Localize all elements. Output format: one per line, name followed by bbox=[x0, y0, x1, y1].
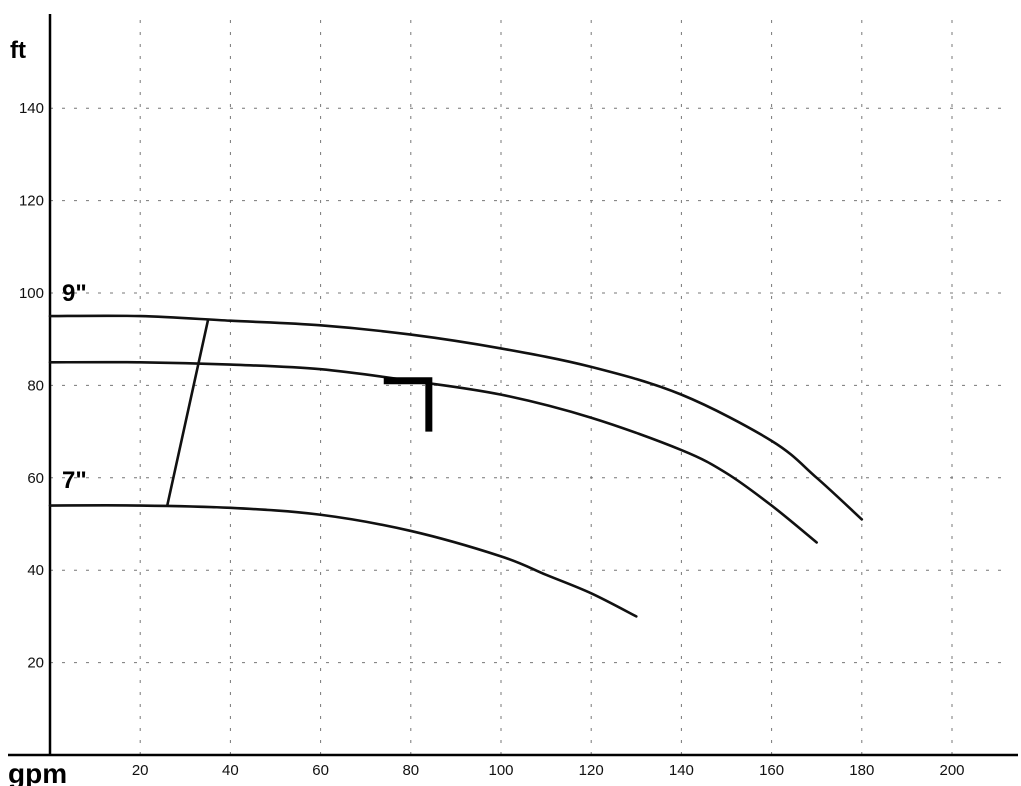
y-tick-label-20: 20 bbox=[27, 655, 44, 672]
x-axis-title: gpm bbox=[8, 758, 67, 786]
x-tick-label-140: 140 bbox=[669, 762, 694, 779]
curve-label-7-inch: 7" bbox=[62, 467, 87, 494]
curve-label-9-inch: 9" bbox=[62, 280, 87, 307]
y-tick-label-80: 80 bbox=[27, 377, 44, 394]
curve-intermediate bbox=[48, 360, 818, 544]
min-flow-line bbox=[165, 319, 210, 507]
x-tick-label-180: 180 bbox=[849, 762, 874, 779]
y-tick-label-60: 60 bbox=[27, 470, 44, 487]
x-tick-label-100: 100 bbox=[488, 762, 513, 779]
x-tick-label-60: 60 bbox=[312, 762, 329, 779]
curve-7-inch bbox=[48, 504, 638, 618]
x-tick-label-200: 200 bbox=[939, 762, 964, 779]
y-tick-label-120: 120 bbox=[19, 193, 44, 210]
operating-point-marker bbox=[383, 377, 433, 432]
x-tick-label-120: 120 bbox=[579, 762, 604, 779]
axes bbox=[8, 14, 1018, 757]
y-tick-label-100: 100 bbox=[19, 285, 44, 302]
y-tick-label-40: 40 bbox=[27, 562, 44, 579]
x-tick-label-20: 20 bbox=[132, 762, 149, 779]
y-axis-title: ft bbox=[10, 37, 26, 64]
series-group bbox=[48, 314, 864, 618]
x-tick-label-80: 80 bbox=[402, 762, 419, 779]
y-tick-label-140: 140 bbox=[19, 100, 44, 117]
grid bbox=[50, 20, 1010, 755]
x-tick-label-40: 40 bbox=[222, 762, 239, 779]
x-tick-label-160: 160 bbox=[759, 762, 784, 779]
curve-9-inch bbox=[48, 314, 864, 521]
tick-labels: 20 40 60 80 100 120 140 160 180 200 20 40 60 80 100 120… bbox=[19, 100, 965, 779]
annotations bbox=[383, 377, 433, 432]
